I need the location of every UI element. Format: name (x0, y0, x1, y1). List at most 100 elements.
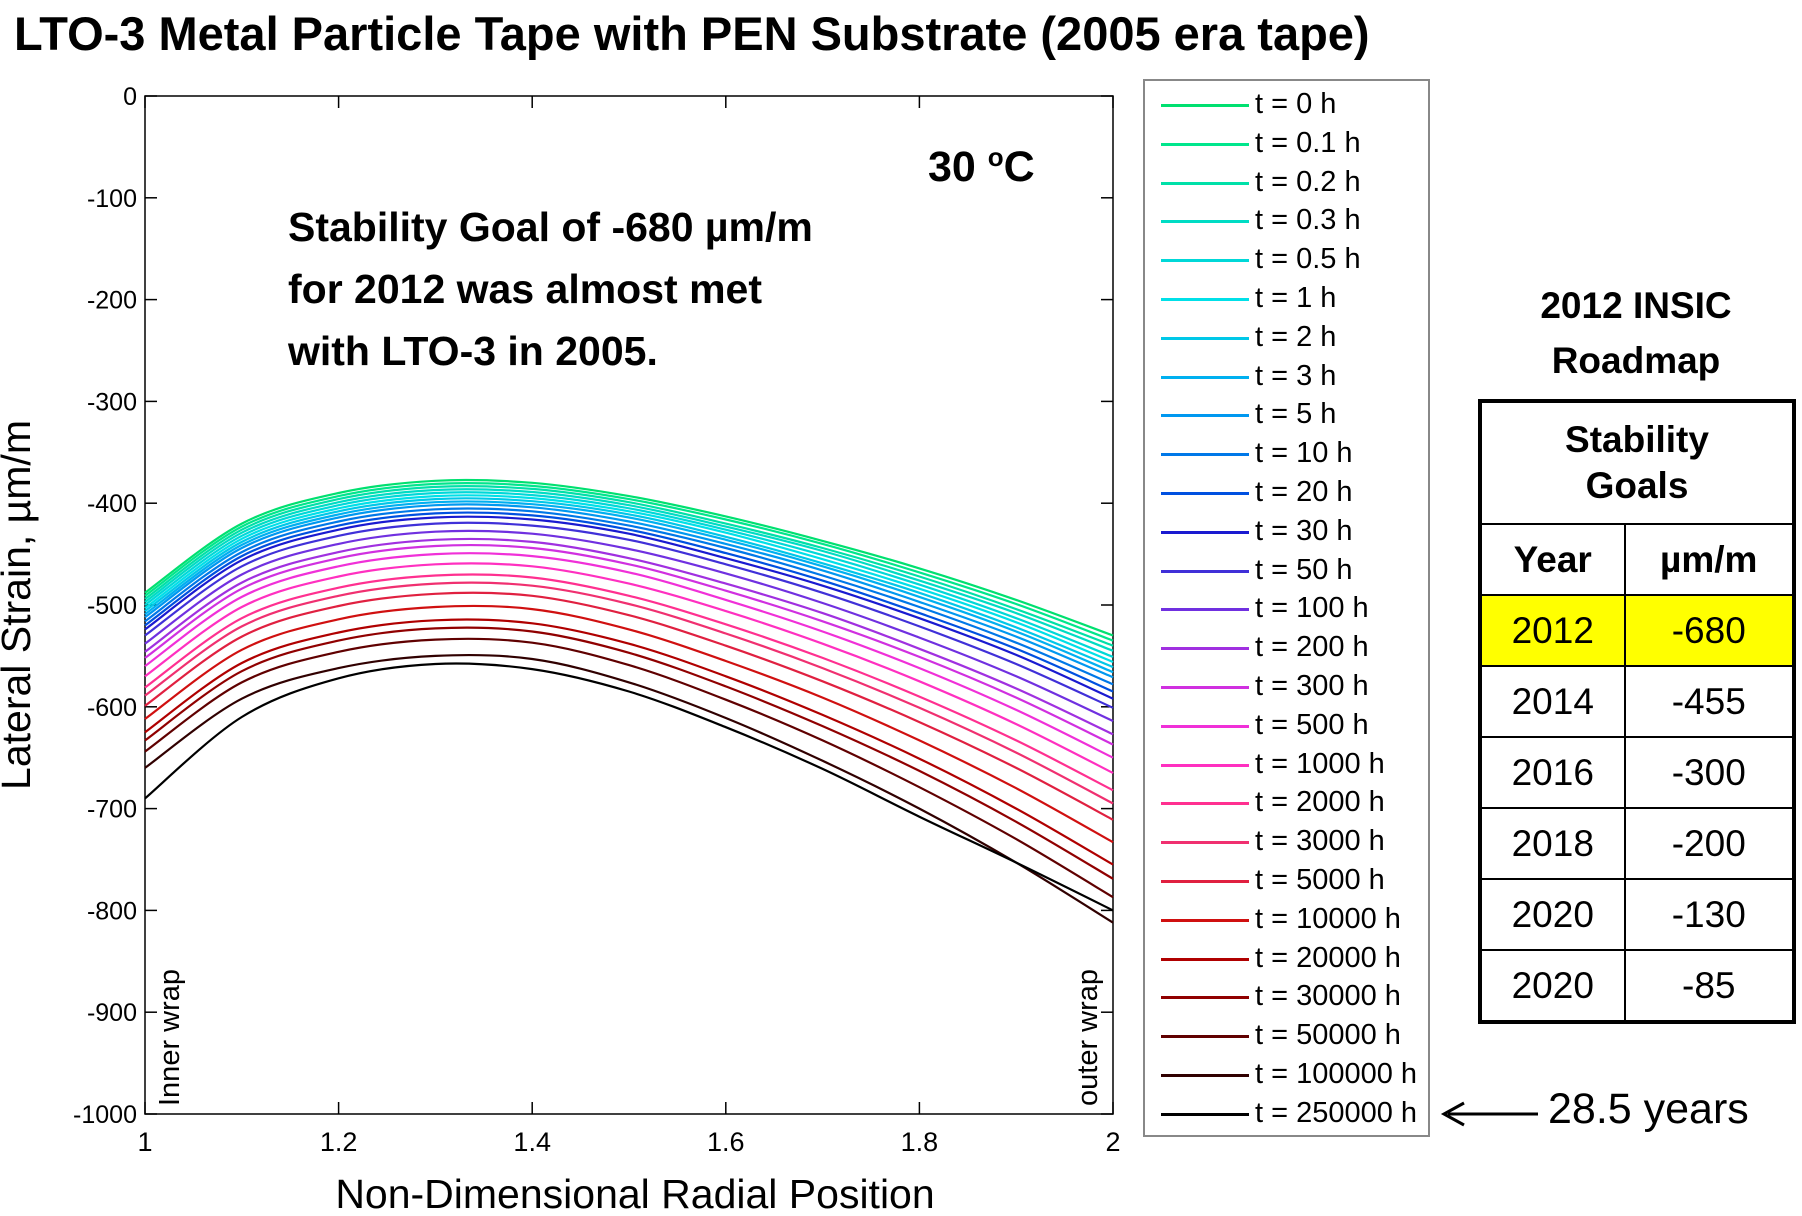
series-line-23 (144, 626, 1114, 880)
series-line-16 (144, 552, 1114, 759)
legend-swatch (1161, 880, 1249, 883)
legend-label: t = 30 h (1255, 514, 1353, 547)
legend-item: t = 200 h (1145, 628, 1428, 667)
stability-goals-line-2: Goals (1585, 465, 1689, 506)
legend-label: t = 100000 h (1255, 1058, 1418, 1090)
legend-swatch (1161, 375, 1249, 379)
legend-item: t = 250000 h (1145, 1094, 1428, 1133)
legend-item: t = 3 h (1145, 357, 1428, 396)
legend-item: t = 50 h (1145, 551, 1428, 590)
legend-label: t = 2 h (1255, 320, 1337, 353)
series-layer (144, 478, 1114, 924)
legend-swatch (1161, 569, 1249, 573)
x-tick-label: 1.4 (513, 1127, 551, 1157)
legend-item: t = 1 h (1145, 279, 1428, 318)
legend-label: t = 10 h (1255, 437, 1353, 470)
series-line-3 (144, 488, 1114, 652)
x-tick-label: 1.2 (320, 1127, 358, 1157)
legend-swatch (1161, 841, 1249, 845)
x-tick-label: 1 (137, 1127, 152, 1157)
series-line-22 (144, 618, 1114, 866)
legend-swatch (1161, 608, 1249, 612)
legend-item: t = 20000 h (1145, 939, 1428, 978)
legend-label: t = 2000 h (1255, 786, 1385, 819)
legend: t = 0 h t = 0.1 h t = 0.2 h t = 0.3 h t = 0.… (1143, 79, 1430, 1137)
series-line-14 (144, 537, 1114, 736)
legend-item: t = 2 h (1145, 318, 1428, 357)
y-tick-label: 0 (123, 83, 137, 111)
legend-swatch (1161, 724, 1249, 728)
legend-label: t = 0.1 h (1255, 126, 1361, 159)
legend-label: t = 30000 h (1255, 980, 1401, 1013)
y-axis-label: Lateral Strain, µm/m (0, 420, 39, 790)
roadmap-value: -680 (1623, 594, 1795, 667)
outer-wrap-label: outer wrap (1072, 968, 1104, 1106)
legend-swatch (1161, 492, 1249, 495)
legend-item: t = 10000 h (1145, 900, 1428, 939)
y-tick-label: -900 (87, 999, 137, 1027)
series-line-8 (144, 503, 1114, 679)
legend-item: t = 0.5 h (1145, 240, 1428, 279)
legend-item: t = 2000 h (1145, 783, 1428, 822)
legend-label: t = 10000 h (1255, 902, 1401, 935)
series-line-17 (144, 562, 1114, 774)
y-tick-label: -500 (87, 592, 137, 620)
unit-column-header: µm/m (1623, 523, 1795, 596)
y-tick-label: -600 (87, 694, 137, 722)
legend-swatch (1161, 181, 1249, 185)
legend-swatch (1161, 647, 1249, 651)
roadmap-value: -85 (1623, 949, 1795, 1023)
legend-swatch (1161, 957, 1249, 961)
legend-label: t = 250000 h (1255, 1096, 1418, 1129)
x-axis: 1 1.2 1.4 1.6 1.8 2 (137, 96, 1121, 1157)
legend-label: t = 20 h (1255, 476, 1353, 508)
chart-plot: 0 -100 -200 -300 -400 -500 -600 -700 -800 -900 -10… (0, 83, 1121, 1216)
legend-swatch (1161, 336, 1249, 340)
legend-label: t = 3000 h (1255, 825, 1385, 858)
legend-item: t = 100 h (1145, 589, 1428, 628)
x-axis-label: Non-Dimensional Radial Position (335, 1171, 934, 1216)
legend-swatch (1161, 802, 1249, 806)
legend-label: t = 0.5 h (1255, 243, 1361, 276)
stability-goals-line-1: Stability (1565, 419, 1709, 460)
chart-title: LTO-3 Metal Particle Tape with PEN Subst… (14, 7, 1370, 60)
legend-swatch (1161, 763, 1249, 767)
legend-swatch (1161, 996, 1249, 1000)
series-line-18 (144, 573, 1114, 792)
goal-note-line-3: with LTO-3 in 2005. (288, 328, 658, 374)
legend-label: t = 500 h (1255, 708, 1369, 741)
y-tick-label: -200 (87, 287, 137, 315)
legend-item: t = 100000 h (1145, 1055, 1428, 1094)
legend-item: t = 0.1 h (1145, 124, 1428, 163)
series-line-7 (144, 500, 1114, 674)
roadmap-row: 2020 -130 (1479, 878, 1795, 951)
roadmap-row: 2016 -300 (1479, 736, 1795, 809)
legend-swatch (1161, 298, 1249, 301)
series-line-11 (144, 515, 1114, 700)
legend-label: t = 0.3 h (1255, 204, 1361, 237)
legend-item: t = 3000 h (1145, 822, 1428, 861)
series-line-20 (144, 591, 1114, 821)
legend-label: t = 5 h (1255, 398, 1337, 431)
goal-note-line-2: for 2012 was almost met (288, 266, 762, 312)
legend-item: t = 0.3 h (1145, 201, 1428, 240)
legend-label: t = 100 h (1255, 592, 1369, 625)
goal-note-line-1: Stability Goal of -680 µm/m (288, 204, 813, 250)
roadmap-year: 2018 (1479, 807, 1626, 880)
roadmap-year: 2016 (1479, 736, 1626, 809)
roadmap-value: -130 (1623, 878, 1795, 951)
series-line-2 (144, 485, 1114, 647)
series-line-4 (144, 491, 1114, 658)
roadmap-year: 2014 (1479, 665, 1626, 738)
legend-swatch (1161, 530, 1249, 534)
legend-item: t = 300 h (1145, 667, 1428, 706)
legend-item: t = 50000 h (1145, 1016, 1428, 1055)
x-tick-label: 1.6 (707, 1127, 745, 1157)
series-line-21 (144, 604, 1114, 844)
series-line-25 (144, 653, 1114, 924)
legend-label: t = 1000 h (1255, 747, 1385, 780)
legend-swatch (1161, 1035, 1249, 1039)
y-tick-label: -800 (87, 897, 137, 925)
legend-item: t = 20 h (1145, 473, 1428, 512)
inner-wrap-label: Inner wrap (154, 968, 186, 1106)
